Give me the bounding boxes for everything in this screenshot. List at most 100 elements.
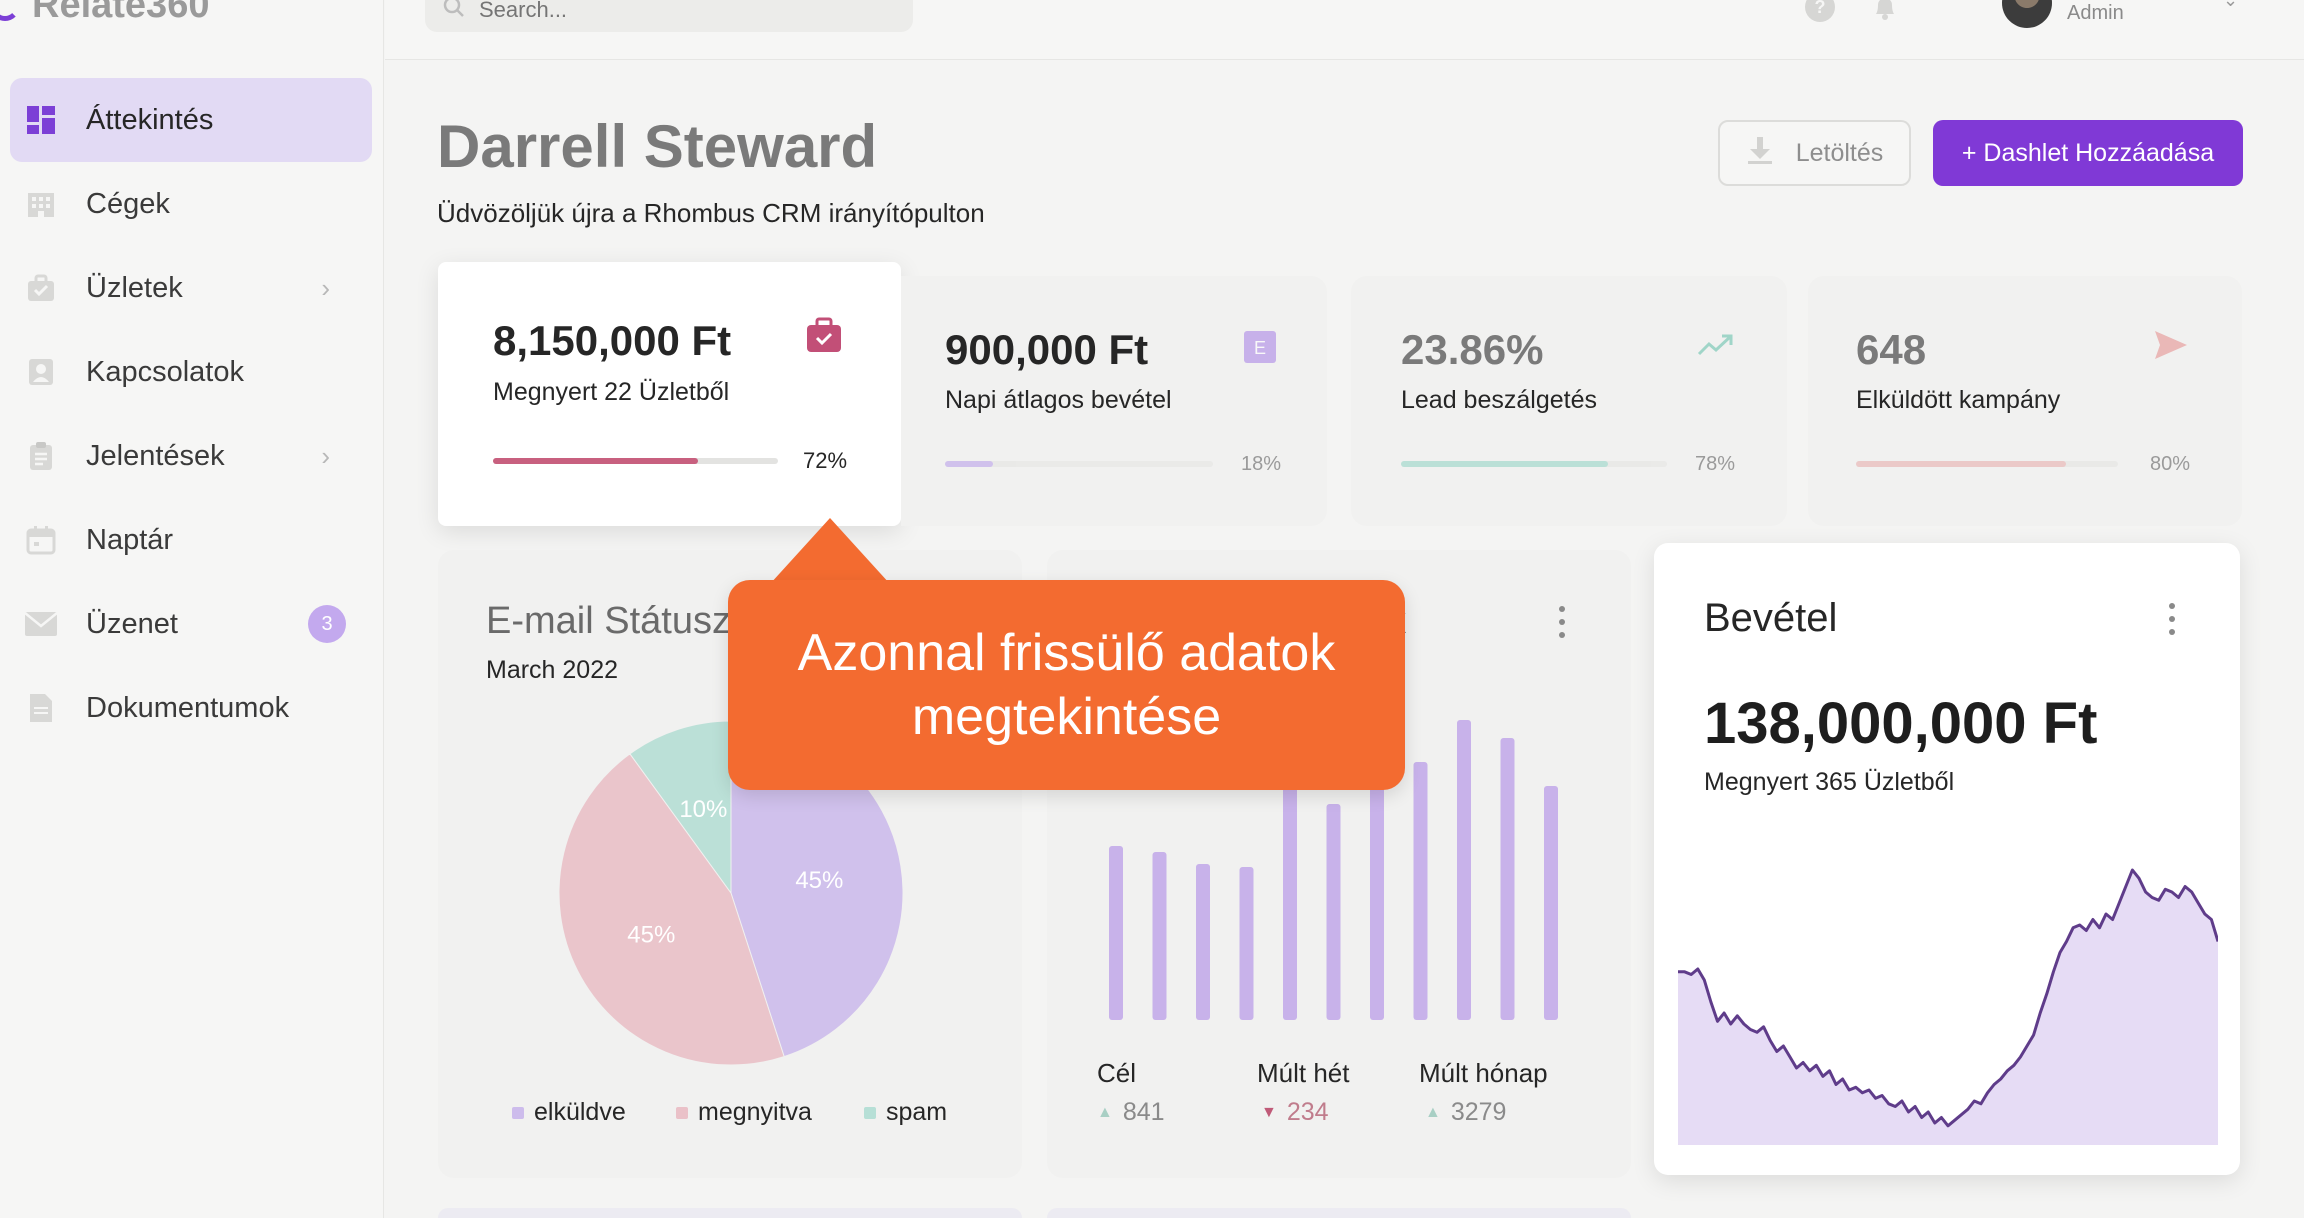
kpi-value: ▲ 3279 [1425,1098,1506,1127]
briefcase-icon [24,271,58,305]
kpi-value: ▲ 841 [1097,1098,1165,1127]
pie-slice-spam[interactable] [629,720,732,895]
building-icon [24,187,58,221]
dashboard-icon [24,103,58,137]
pie-slice-megnyitva[interactable] [558,753,785,1066]
legend-label: megnyitva [698,1098,812,1126]
progress-percent: 72% [803,448,848,473]
avatar[interactable] [2002,0,2052,28]
clipboard-icon [24,439,58,473]
stat-label: Elküldött kampány [1856,386,2061,414]
bar[interactable] [1283,777,1297,1020]
bar[interactable] [1370,780,1384,1020]
progress-percent: 80% [2150,453,2191,475]
area-fill [1678,870,2218,1145]
progress-fill [945,461,994,467]
stat-label: Lead beszálgetés [1401,386,1597,414]
sidebar: Relate360 Áttekintés Cégek Üzletek › [0,0,384,1218]
progress-bar [493,458,778,464]
stat-card-lead-conversion[interactable]: 23.86% Lead beszálgetés 78% [1351,276,1787,526]
chevron-right-icon: › [321,272,330,303]
calendar-icon [24,523,58,557]
legend-item: elküldve [512,1098,626,1127]
stat-card-won-deals[interactable]: 8,150,000 Ft Megnyert 22 Üzletből 72% [438,262,901,526]
triangle-down-icon: ▼ [1261,1103,1277,1121]
kpi-number: 841 [1122,1098,1165,1126]
progress-percent: 18% [1241,453,1282,475]
svg-text:?: ? [1815,0,1826,17]
download-icon [1746,135,1774,172]
sidebar-item-uzenet[interactable]: Üzenet 3 [10,582,372,666]
callout-tooltip: Azonnal frissülő adatok megtekintése [728,580,1405,790]
sidebar-item-dokumentumok[interactable]: Dokumentumok [10,666,372,750]
callout-line: megtekintése [911,688,1222,746]
stat-label: Napi átlagos bevétel [945,386,1172,414]
pie-slice-label: 45% [627,922,675,949]
bar[interactable] [1326,804,1341,1020]
sidebar-item-label: Naptár [86,523,174,556]
help-icon[interactable]: ? [1803,0,1837,22]
progress-fill [1401,461,1609,467]
document-icon [24,691,58,725]
bar[interactable] [1152,852,1167,1020]
mail-icon [24,607,58,641]
bar[interactable] [1500,738,1515,1020]
search-input[interactable] [479,0,859,23]
sidebar-item-label: Áttekintés [86,103,214,136]
search-box[interactable] [425,0,913,32]
stat-value: 23.86% [1401,326,1544,373]
legend-label: elküldve [534,1098,626,1126]
triangle-up-icon: ▲ [1097,1103,1113,1121]
bar[interactable] [1544,786,1558,1020]
sidebar-item-uzletek[interactable]: Üzletek › [10,246,372,330]
chevron-right-icon: › [321,440,330,471]
panel-date: March 2022 [486,656,619,684]
letter-e-icon: E [1241,328,1279,366]
bell-icon[interactable] [1868,0,1902,22]
download-button[interactable]: Letöltés [1718,120,1911,186]
app-name: Relate360 [32,0,210,26]
add-dashlet-button[interactable]: + Dashlet Hozzáadása [1933,120,2243,186]
page-title: Darrell Steward [437,113,878,180]
briefcase-check-icon [805,316,843,354]
bar[interactable] [1239,867,1254,1020]
sidebar-item-attekintes[interactable]: Áttekintés [10,78,372,162]
stat-label: Megnyert 22 Üzletből [493,378,730,406]
next-card-edge [438,1208,1022,1218]
kpi-label: Múlt hét [1257,1058,1350,1088]
send-icon [2152,326,2190,364]
chevron-down-icon[interactable]: ⌄ [2223,0,2239,10]
bar[interactable] [1196,864,1210,1020]
bar[interactable] [1109,846,1123,1020]
bar[interactable] [1413,762,1428,1020]
progress-fill [1856,461,2066,467]
app-logo[interactable]: Relate360 [0,0,209,27]
download-label: Letöltés [1795,138,1884,167]
revenue-title: Bevétel [1704,596,1838,640]
more-options-icon[interactable] [2162,599,2182,639]
trend-up-icon [1697,326,1735,364]
triangle-up-icon: ▲ [1425,1103,1441,1121]
stat-value: 900,000 Ft [945,326,1149,373]
sidebar-item-cegek[interactable]: Cégek [10,162,372,246]
performance-bar-chart [1109,720,1558,1020]
sidebar-item-kapcsolatok[interactable]: Kapcsolatok [10,330,372,414]
contact-icon [24,355,58,389]
stat-card-campaigns-sent[interactable]: 648 Elküldött kampány 80% [1808,276,2242,526]
stat-card-daily-revenue[interactable]: 900,000 Ft Napi átlagos bevétel E 18% [901,276,1327,526]
pie-slice-label: 10% [679,796,727,823]
sidebar-item-naptar[interactable]: Naptár [10,498,372,582]
legend-item: spam [864,1098,947,1127]
callout-pointer [770,518,890,584]
legend-item: megnyitva [676,1098,812,1127]
more-options-icon[interactable] [1552,602,1572,642]
callout-line: Azonnal frissülő adatok [797,624,1336,682]
bar[interactable] [1457,720,1471,1020]
sidebar-item-jelentesek[interactable]: Jelentések › [10,414,372,498]
progress-percent: 78% [1695,453,1736,475]
sidebar-item-label: Üzletek [86,271,183,304]
legend-swatch [676,1106,688,1119]
revenue-value: 138,000,000 Ft [1704,691,2098,756]
sidebar-item-label: Kapcsolatok [86,355,244,388]
stat-value: 8,150,000 Ft [493,317,732,364]
